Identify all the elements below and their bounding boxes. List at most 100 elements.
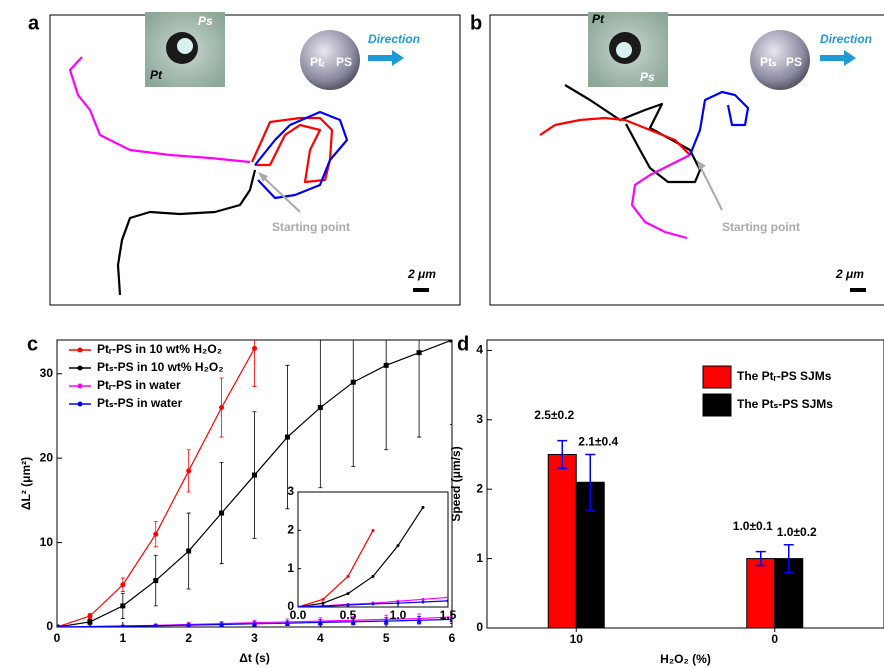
point	[153, 578, 159, 584]
y-tick-label: 4	[476, 343, 483, 357]
scale-label: 2 μm	[407, 267, 436, 281]
point	[350, 619, 356, 625]
point	[371, 574, 375, 578]
x-axis-label: H₂O₂ (%)	[660, 652, 711, 666]
legend-label: The Ptₛ-PS SJMs	[737, 397, 833, 411]
error-bar	[755, 550, 766, 567]
particle-cap	[177, 38, 193, 54]
trajectory	[250, 116, 334, 184]
start-label: Starting point	[722, 220, 800, 234]
direction-arrow	[368, 50, 404, 66]
y-tick-label: 2	[287, 523, 294, 537]
trajectory	[630, 154, 691, 240]
start-arrow-head	[258, 172, 268, 182]
point	[284, 620, 290, 626]
y-tick-label: 0	[476, 620, 483, 634]
x-tick-label: 0	[771, 632, 778, 646]
point	[120, 603, 126, 609]
point	[449, 616, 452, 622]
scale-bar	[413, 288, 429, 292]
x-tick-label: 3	[251, 631, 258, 645]
legend-swatch	[702, 393, 732, 417]
start-arrow-head	[697, 160, 706, 170]
x-tick-label: 0	[54, 631, 61, 645]
legend-label: Ptₛ-PS in 10 wt% H₂O₂	[97, 360, 224, 374]
point	[383, 362, 389, 368]
trajectory	[254, 110, 349, 200]
janus-label: PS	[336, 55, 352, 69]
point	[321, 604, 325, 607]
janus-label: Ptᵣ	[310, 55, 325, 69]
point	[87, 613, 93, 619]
point	[57, 624, 59, 627]
point	[317, 405, 323, 411]
point	[396, 601, 400, 605]
direction-label: Direction	[820, 32, 872, 46]
point	[396, 544, 400, 548]
point	[153, 623, 158, 627]
point	[284, 434, 290, 440]
y-tick-label: 3	[476, 412, 483, 426]
point	[298, 605, 300, 607]
point	[219, 510, 225, 516]
error-bar	[450, 611, 452, 623]
point	[383, 618, 389, 624]
point	[346, 574, 350, 578]
value-label: 2.5±0.2	[534, 408, 574, 422]
point	[219, 621, 225, 627]
legend-marker	[77, 401, 83, 407]
plot-area	[57, 340, 452, 627]
y-tick-label: 10	[40, 535, 54, 549]
start-arrow	[699, 165, 723, 211]
point	[186, 622, 191, 627]
panel-letter: b	[470, 12, 482, 34]
point	[186, 548, 192, 554]
y-axis-label: Speed (μm/s)	[449, 446, 463, 521]
value-label: 2.1±0.4	[578, 435, 618, 449]
legend-marker	[77, 347, 83, 353]
point	[371, 602, 375, 606]
legend-label: Ptᵣ-PS in 10 wt% H₂O₂	[97, 342, 222, 356]
x-tick-label: 1.5	[440, 608, 457, 622]
series-line	[298, 530, 374, 607]
point	[87, 619, 93, 625]
plot-area	[298, 505, 448, 607]
error-bar	[783, 543, 794, 574]
point	[371, 528, 375, 532]
point	[317, 619, 323, 625]
panel-frame	[489, 14, 884, 306]
point	[446, 599, 448, 603]
point	[421, 505, 425, 509]
trajectory	[68, 56, 251, 164]
point	[346, 592, 350, 596]
start-label: Starting point	[272, 220, 350, 234]
inset-label: Ps	[640, 70, 655, 84]
point	[57, 624, 60, 627]
scale-bar	[850, 288, 866, 292]
panel-letter: a	[28, 12, 40, 34]
point	[421, 600, 425, 604]
series-line	[298, 507, 424, 607]
point	[346, 603, 350, 607]
point	[120, 582, 126, 588]
janus-sphere	[300, 30, 360, 90]
y-tick-label: 3	[287, 484, 294, 498]
scale-label: 2 μm	[835, 267, 864, 281]
bar	[547, 454, 577, 629]
x-tick-label: 2	[185, 631, 192, 645]
direction-arrow	[820, 50, 856, 66]
point	[219, 405, 225, 411]
janus-label: Ptₛ	[760, 55, 777, 69]
point	[321, 601, 325, 605]
panel-frame	[49, 14, 461, 306]
value-label: 1.0±0.1	[733, 519, 773, 533]
error-bar	[450, 614, 452, 624]
legend-label: Ptᵣ-PS in water	[97, 378, 181, 392]
x-tick-label: 1.0	[390, 608, 407, 622]
x-tick-label: 1	[119, 631, 126, 645]
point	[88, 624, 92, 627]
point	[321, 597, 325, 601]
point	[252, 472, 257, 478]
error-bar	[450, 340, 452, 425]
